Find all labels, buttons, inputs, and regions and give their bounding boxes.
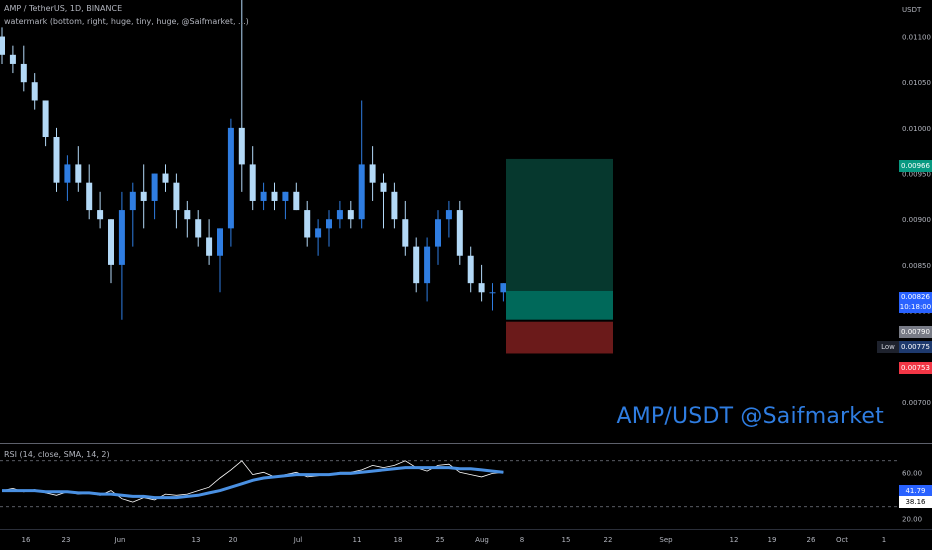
candle-body [206,237,213,256]
candle-body [31,82,38,101]
time-tick-label: 22 [604,536,613,544]
candle-body [9,54,16,64]
candle-body [184,210,191,220]
candle-body [500,283,507,293]
candle-body [53,137,60,183]
candle-body [97,210,104,220]
candle-body [108,219,114,265]
price-tick-label: 0.00850 [902,262,931,270]
candle-body [369,164,376,183]
time-tick-label: 13 [192,536,201,544]
price-tick-label: 0.00950 [902,171,931,179]
price-tick-label: 0.01100 [902,34,931,42]
rsi-ma-tag: 38.16 [899,496,932,508]
candle-body [445,210,452,220]
candle-body [336,210,343,220]
candle-body [238,127,245,165]
profit-zone [506,158,613,291]
time-tick-label: 15 [562,536,571,544]
watermark-text: AMP/USDT @Saifmarket [616,404,884,429]
time-tick-label: 1 [882,536,886,544]
candle-body [424,246,431,284]
price-tick-label: 0.01000 [902,125,931,133]
candle-body [347,210,354,220]
rsi-value-tag: 41.79 [899,485,932,497]
candle-body [151,173,158,201]
rsi-tick-label: 20.00 [902,515,922,523]
current-price-tag: 0.00826 10:18:00 [899,292,932,313]
price-tick-label: 0.00900 [902,216,931,224]
candle-body [326,219,332,229]
candle-body [20,63,27,83]
low-price-tag: 0.00775 [899,341,932,353]
candle-body [86,182,93,211]
rsi-ma-line [2,466,504,500]
candle-body [435,219,441,247]
candle-body [380,182,387,192]
candle-body [304,210,311,238]
time-tick-label: Oct [836,536,848,544]
candle-body [227,127,234,229]
time-tick-label: 19 [768,536,777,544]
candle-body [282,191,289,201]
candle-body [489,292,496,294]
candle-body [293,191,300,211]
entry-price-tag: 0.00790 [899,326,932,338]
time-tick-label: 26 [807,536,816,544]
candle-body [249,164,256,201]
candle-body [162,173,169,183]
symbol-title: AMP / TetherUS, 1D, BINANCE [4,4,123,13]
candle-body [456,210,463,256]
profit-zone-near [506,290,613,320]
time-tick-label: 8 [520,536,524,544]
time-tick-label: 11 [353,536,362,544]
time-tick-label: 20 [229,536,238,544]
time-tick-label: Jun [114,536,126,544]
candle-body [173,182,180,211]
time-tick-label: 25 [436,536,445,544]
stop-price-tag: 0.00753 [899,362,932,374]
candle-body [358,164,365,220]
candle-body [315,228,322,238]
candle-body [42,100,49,138]
rsi-title: RSI (14, close, SMA, 14, 2) [4,450,110,459]
candle-body [129,191,136,211]
candle-body [0,36,5,55]
candle-body [478,283,485,293]
candle-body [413,246,420,284]
rsi-tick-label: 60.00 [902,469,922,477]
candle-body [195,219,202,238]
price-tick-label: 0.00700 [902,399,931,407]
loss-zone [506,321,613,354]
candle-body [140,191,147,201]
target-price-tag: 0.00966 [899,160,932,172]
candle-body [402,219,409,247]
candle-body [64,164,71,183]
candle-body [260,191,267,201]
price-tick-label: 0.01050 [902,79,931,87]
candle-body [217,228,223,256]
time-tick-label: 16 [22,536,31,544]
time-tick-label: Jul [293,536,303,544]
time-tick-label: Sep [659,536,673,544]
candle-body [271,191,278,201]
time-tick-label: 23 [62,536,71,544]
candle-body [467,255,474,284]
time-tick-label: Aug [475,536,489,544]
candle-body [391,191,398,220]
time-tick-label: 18 [394,536,403,544]
currency-label: USDT [902,6,922,14]
candle-body [118,210,125,265]
current-price: 0.00826 [901,293,930,301]
low-label: Low [877,341,899,353]
candle-body [75,164,82,183]
countdown: 10:18:00 [899,303,932,311]
study-title: watermark (bottom, right, huge, tiny, hu… [4,17,249,26]
time-tick-label: 12 [730,536,739,544]
